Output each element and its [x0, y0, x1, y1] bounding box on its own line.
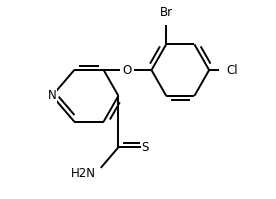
Text: S: S — [142, 141, 149, 154]
Text: O: O — [122, 63, 132, 77]
Text: N: N — [48, 89, 57, 102]
Text: H2N: H2N — [71, 167, 96, 179]
Text: Cl: Cl — [226, 63, 238, 77]
Text: Br: Br — [160, 6, 173, 19]
